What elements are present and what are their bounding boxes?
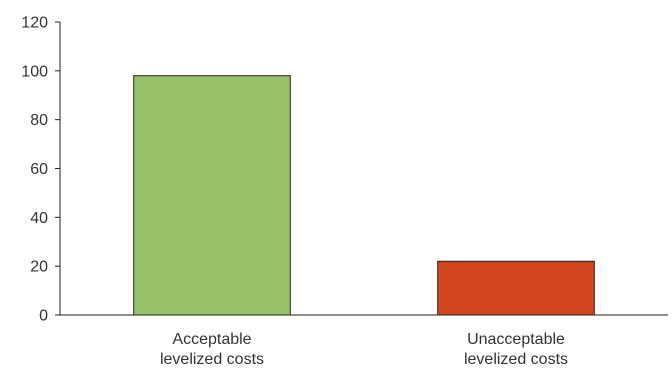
- x-category-label-line: Acceptable: [172, 331, 251, 348]
- y-tick-label: 0: [39, 308, 48, 325]
- x-category-label: Acceptable levelized costs: [160, 331, 264, 368]
- x-category-label-line: Unacceptable: [467, 331, 565, 348]
- x-category-label: Unacceptable levelized costs: [464, 331, 568, 368]
- y-tick-label: 120: [21, 15, 48, 32]
- x-category-label-line: levelized costs: [464, 351, 568, 368]
- x-category-label-line: levelized costs: [160, 351, 264, 368]
- y-tick-label: 40: [30, 210, 48, 227]
- y-tick-label: 80: [30, 112, 48, 129]
- bar-unacceptable: [437, 260, 595, 316]
- y-axis: 0 20 40 60 80 100 120: [21, 15, 61, 325]
- y-tick-label: 100: [21, 63, 48, 80]
- y-tick-label: 60: [30, 161, 48, 178]
- bars: [133, 75, 595, 316]
- bar-acceptable: [133, 75, 291, 316]
- x-axis: Acceptable levelized costs Unacceptable lev…: [60, 314, 668, 368]
- y-tick-label: 20: [30, 259, 48, 276]
